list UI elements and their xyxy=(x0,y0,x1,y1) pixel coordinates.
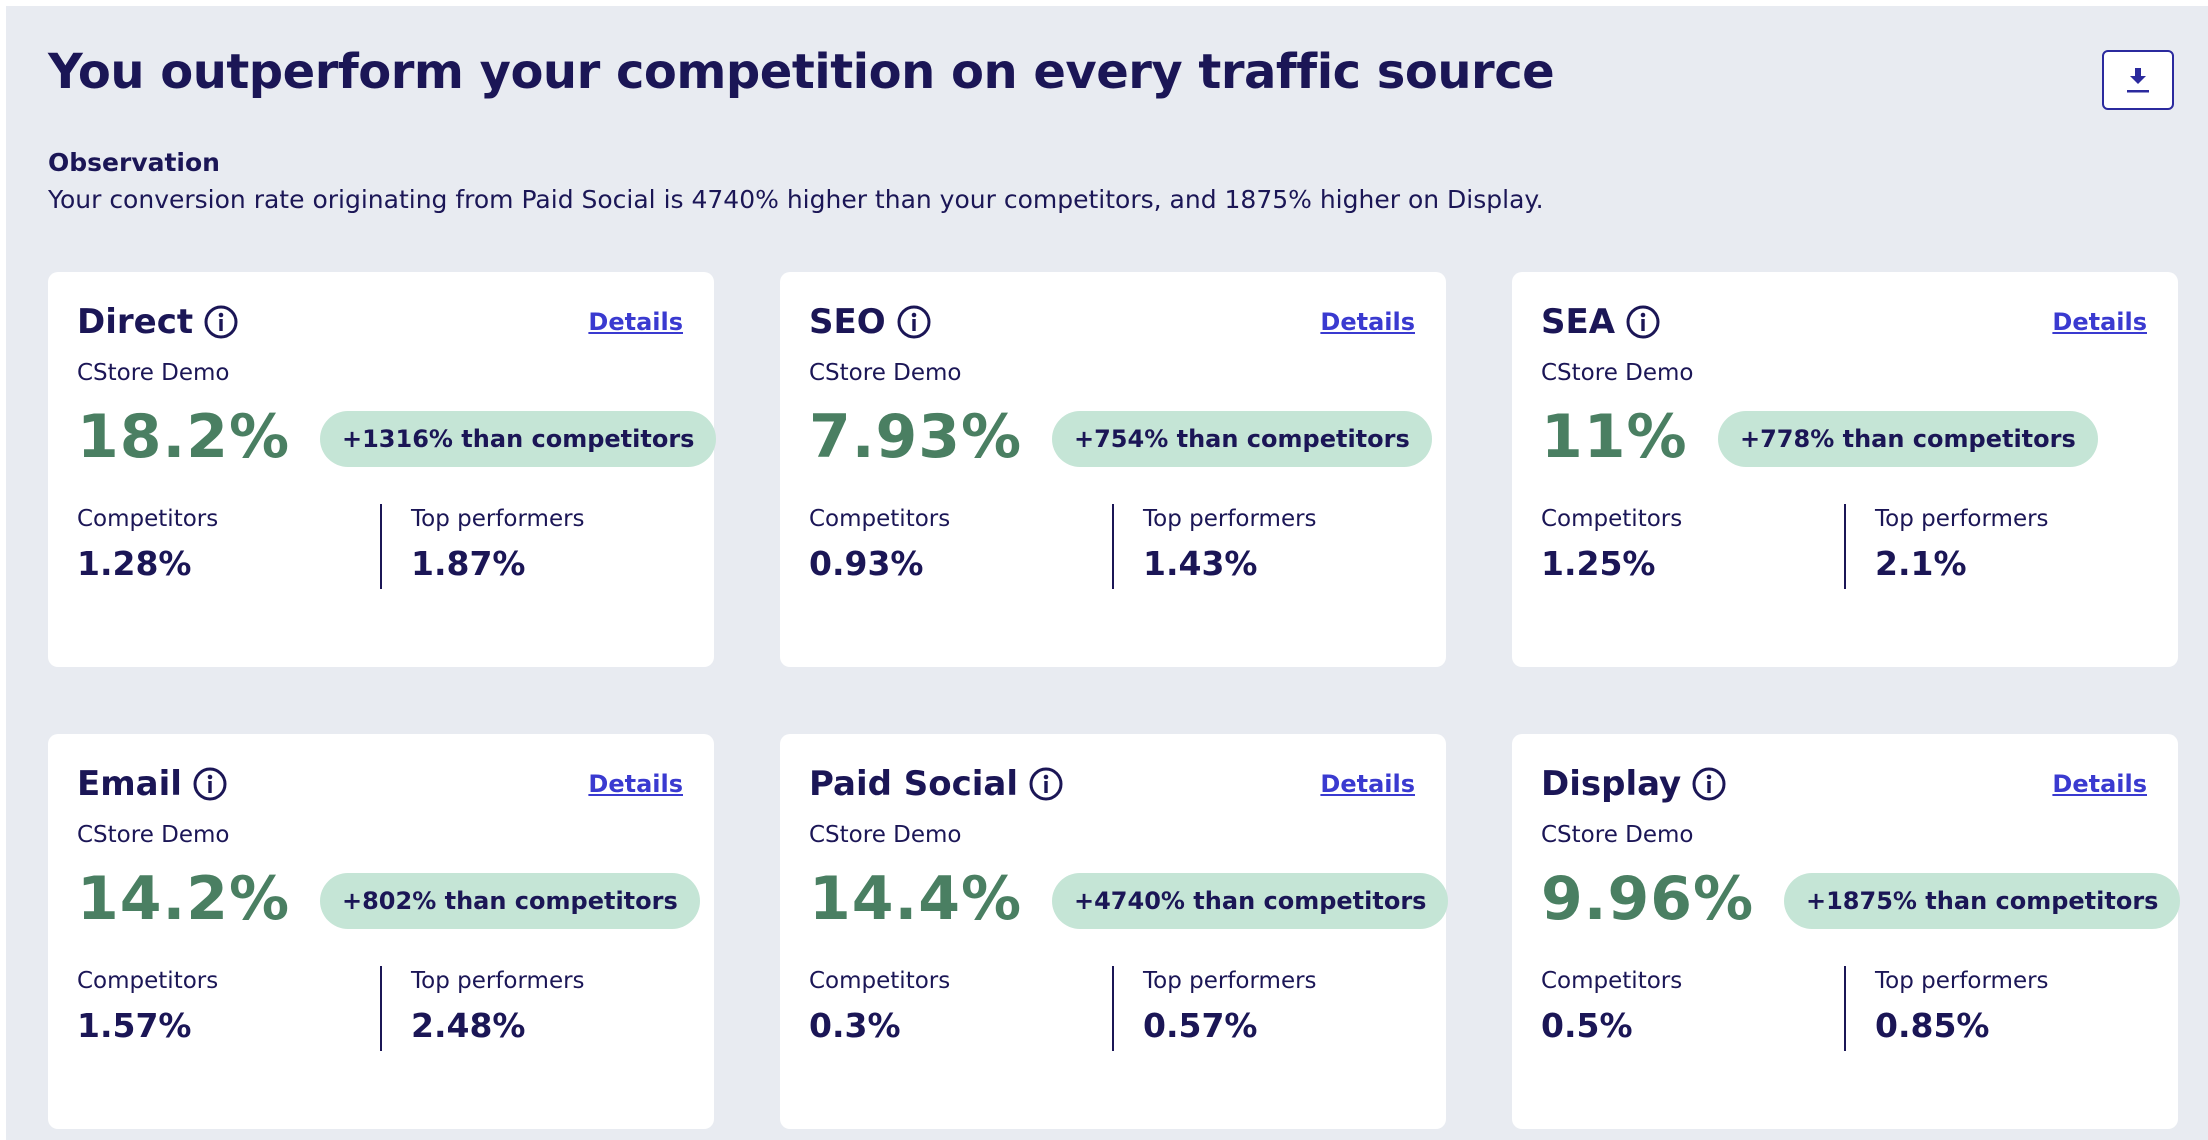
conversion-rate: 14.4% xyxy=(809,864,1023,934)
card-title: Direct xyxy=(77,302,194,342)
competitors-label: Competitors xyxy=(1541,968,1683,994)
top-performers-label: Top performers xyxy=(411,968,585,994)
info-icon xyxy=(204,305,238,339)
card-title-row: Email xyxy=(77,764,228,804)
card-title: Paid Social xyxy=(809,764,1019,804)
card-title: SEA xyxy=(1541,302,1616,342)
card-subtitle: CStore Demo xyxy=(1541,360,1694,386)
card-title: Email xyxy=(77,764,182,804)
divider xyxy=(380,504,382,589)
panel: You outperform your competition on every… xyxy=(6,6,2208,1140)
competitors-value: 1.25% xyxy=(1541,544,1656,583)
competitors-value: 0.93% xyxy=(809,544,924,583)
page-title: You outperform your competition on every… xyxy=(48,44,1555,100)
card-subtitle: CStore Demo xyxy=(809,360,962,386)
details-link[interactable]: Details xyxy=(588,770,683,798)
competitors-value: 0.3% xyxy=(809,1006,901,1045)
metric-card: Email Details CStore Demo 14.2% +802% than c… xyxy=(48,734,714,1129)
card-title-row: SEO xyxy=(809,302,932,342)
top-performers-label: Top performers xyxy=(1143,506,1317,532)
top-performers-label: Top performers xyxy=(1143,968,1317,994)
metric-card: Direct Details CStore Demo 18.2% +1316% than… xyxy=(48,272,717,667)
observation-text: Your conversion rate originating from Pa… xyxy=(48,185,1544,214)
comparison-badge: +778% than competitors xyxy=(1718,411,2098,467)
conversion-rate: 7.93% xyxy=(809,402,1023,472)
metric-card: Display Details CStore Demo 9.96% +1875% tha… xyxy=(1512,734,2181,1129)
competitors-label: Competitors xyxy=(77,506,219,532)
download-button[interactable] xyxy=(2102,50,2174,110)
competitors-value: 1.57% xyxy=(77,1006,192,1045)
top-performers-value: 1.87% xyxy=(411,544,526,583)
card-title-row: Display xyxy=(1541,764,1727,804)
divider xyxy=(1112,966,1114,1051)
card-title: Display xyxy=(1541,764,1682,804)
comparison-badge: +4740% than competitors xyxy=(1052,873,1449,929)
divider xyxy=(380,966,382,1051)
details-link[interactable]: Details xyxy=(1320,770,1415,798)
divider xyxy=(1112,504,1114,589)
top-performers-value: 2.48% xyxy=(411,1006,526,1045)
competitors-value: 0.5% xyxy=(1541,1006,1633,1045)
competitors-value: 1.28% xyxy=(77,544,192,583)
info-icon xyxy=(1692,767,1726,801)
card-title-row: SEA xyxy=(1541,302,1661,342)
competitors-label: Competitors xyxy=(77,968,219,994)
top-performers-value: 0.57% xyxy=(1143,1006,1258,1045)
details-link[interactable]: Details xyxy=(1320,308,1415,336)
divider xyxy=(1844,966,1846,1051)
download-icon xyxy=(2127,68,2149,93)
metric-card: SEA Details CStore Demo 11% +778% than compe… xyxy=(1512,272,2178,667)
top-performers-label: Top performers xyxy=(1875,506,2049,532)
top-performers-value: 0.85% xyxy=(1875,1006,1990,1045)
metric-card: SEO Details CStore Demo 7.93% +754% than com… xyxy=(780,272,1446,667)
card-title: SEO xyxy=(809,302,886,342)
top-performers-label: Top performers xyxy=(1875,968,2049,994)
observation-label: Observation xyxy=(48,148,220,177)
details-link[interactable]: Details xyxy=(2052,770,2147,798)
comparison-badge: +802% than competitors xyxy=(320,873,700,929)
info-icon xyxy=(897,305,931,339)
card-subtitle: CStore Demo xyxy=(77,822,230,848)
comparison-badge: +1875% than competitors xyxy=(1784,873,2181,929)
card-subtitle: CStore Demo xyxy=(77,360,230,386)
conversion-rate: 18.2% xyxy=(77,402,291,472)
comparison-badge: +754% than competitors xyxy=(1052,411,1432,467)
conversion-rate: 9.96% xyxy=(1541,864,1755,934)
top-performers-value: 2.1% xyxy=(1875,544,1967,583)
card-subtitle: CStore Demo xyxy=(1541,822,1694,848)
comparison-badge: +1316% than competitors xyxy=(320,411,717,467)
competitors-label: Competitors xyxy=(809,506,951,532)
card-title-row: Direct xyxy=(77,302,239,342)
competitors-label: Competitors xyxy=(1541,506,1683,532)
details-link[interactable]: Details xyxy=(2052,308,2147,336)
competitors-label: Competitors xyxy=(809,968,951,994)
conversion-rate: 11% xyxy=(1541,402,1688,472)
card-title-row: Paid Social xyxy=(809,764,1064,804)
top-performers-label: Top performers xyxy=(411,506,585,532)
info-icon xyxy=(193,767,227,801)
divider xyxy=(1844,504,1846,589)
details-link[interactable]: Details xyxy=(588,308,683,336)
top-performers-value: 1.43% xyxy=(1143,544,1258,583)
card-subtitle: CStore Demo xyxy=(809,822,962,848)
metric-card: Paid Social Details CStore Demo 14.4% +4740%… xyxy=(780,734,1449,1129)
info-icon xyxy=(1029,767,1063,801)
info-icon xyxy=(1626,305,1660,339)
conversion-rate: 14.2% xyxy=(77,864,291,934)
